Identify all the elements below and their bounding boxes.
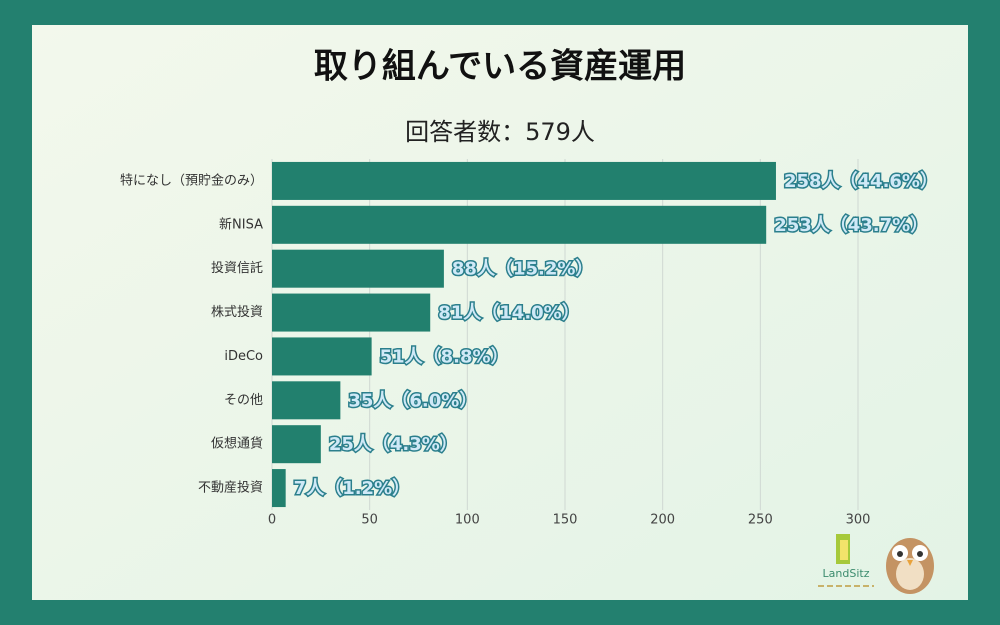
owl-pupil <box>917 551 923 557</box>
bar <box>272 381 341 420</box>
value-label: 81人（14.0%） <box>438 303 579 324</box>
chart-subtitle: 回答者数：579人 <box>405 118 595 146</box>
y-tick-label: 投資信託 <box>211 260 263 276</box>
value-label: 51人（8.8%） <box>380 346 509 367</box>
bar <box>272 161 776 200</box>
owl-pupil <box>897 551 903 557</box>
x-tick-label: 200 <box>650 513 675 528</box>
y-tick-label: 不動産投資 <box>198 480 263 496</box>
x-tick-label: 100 <box>455 513 480 528</box>
value-label: 258人（44.6%） <box>784 171 938 192</box>
y-tick-label: 仮想通貨 <box>211 436 263 452</box>
y-tick-label: その他 <box>224 393 263 408</box>
logo-text: LandSitz <box>823 567 870 580</box>
bar <box>272 249 444 288</box>
x-tick-label: 300 <box>846 513 871 528</box>
bar <box>272 425 321 464</box>
value-label: 88人（15.2%） <box>452 259 593 280</box>
bar <box>272 293 431 332</box>
y-tick-label: 新NISA <box>219 216 263 232</box>
y-tick-label: 株式投資 <box>211 304 263 320</box>
bar <box>272 205 767 244</box>
bar <box>272 337 372 376</box>
y-tick-label: 特になし（預貯金のみ） <box>120 172 263 188</box>
x-tick-label: 250 <box>748 513 773 528</box>
x-tick-label: 0 <box>268 513 276 528</box>
value-label: 35人（6.0%） <box>348 390 477 411</box>
x-tick-label: 150 <box>553 513 578 528</box>
x-tick-label: 50 <box>361 513 378 528</box>
y-tick-label: iDeCo <box>224 349 263 364</box>
logo: LandSitz <box>818 534 874 587</box>
panel <box>32 25 968 600</box>
chart-title: 取り組んでいる資産運用 <box>314 47 686 87</box>
value-label: 25人（4.3%） <box>329 434 458 455</box>
owl-beak <box>907 560 913 566</box>
value-label: 7人（1.2%） <box>294 478 410 499</box>
logo-icon-inner <box>840 540 848 560</box>
owl-belly <box>896 558 924 590</box>
bar <box>272 469 286 508</box>
value-label: 253人（43.7%） <box>774 215 928 236</box>
owl <box>886 538 934 594</box>
plot: 0 50 100 150 200 250 300 特になし（預貯金のみ） 258人（44.6%）… <box>120 159 939 528</box>
